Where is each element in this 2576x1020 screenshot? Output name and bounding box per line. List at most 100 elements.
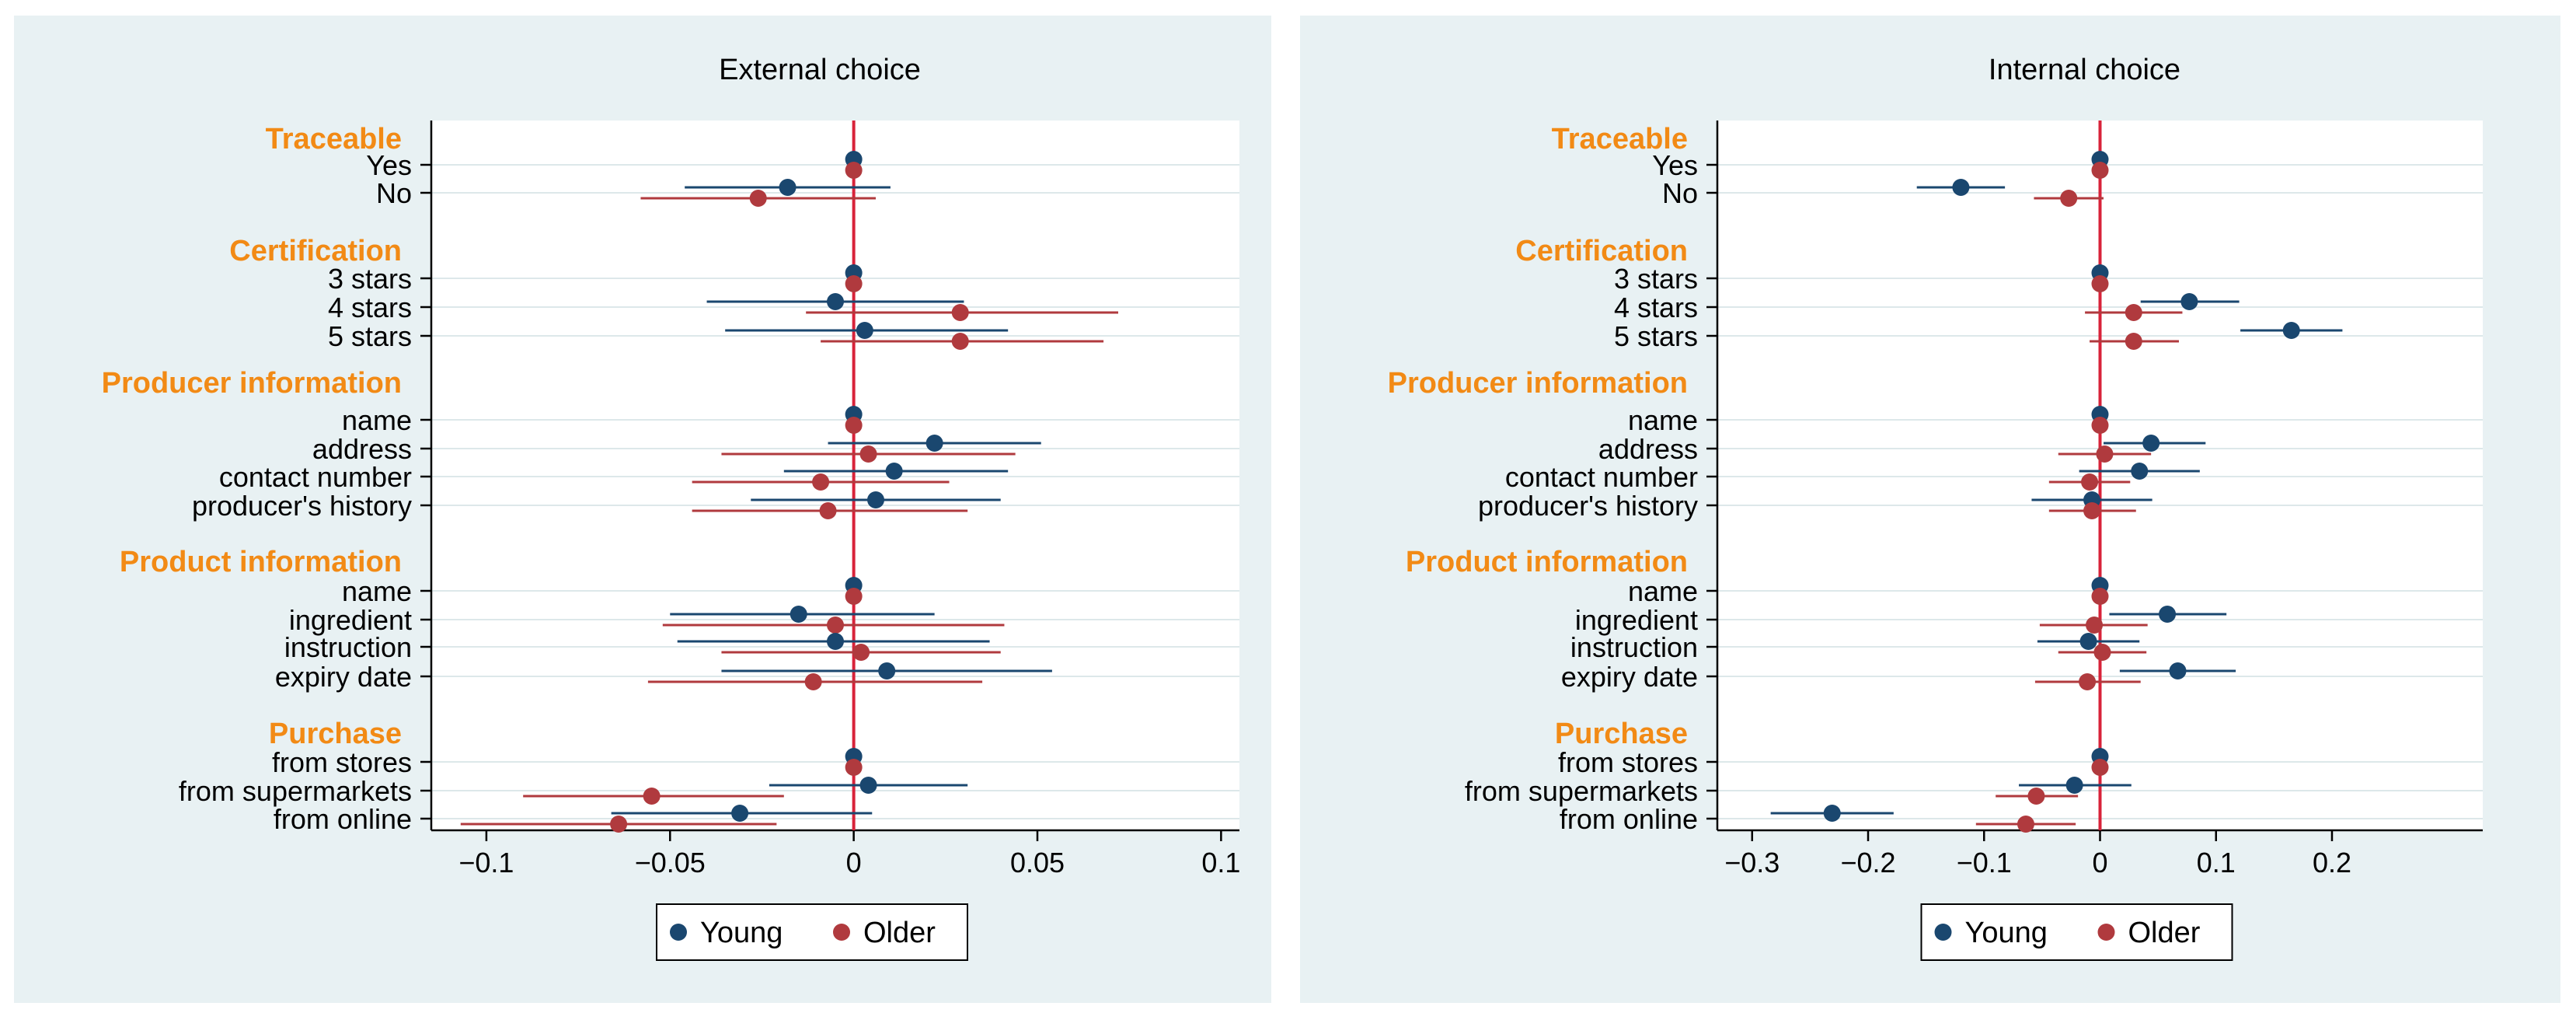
older-point xyxy=(610,816,628,833)
young-point xyxy=(859,777,877,794)
young-point xyxy=(827,293,844,310)
young-point xyxy=(885,463,903,480)
group-header: Producer information xyxy=(102,367,402,400)
legend-young-label: Young xyxy=(700,917,783,949)
row-label: instruction xyxy=(1570,631,1698,663)
chart-panel-2: Internal choice −0.3 −0.2 −0.1 0 0.1 0.2 Tracea… xyxy=(1300,16,2560,1003)
row-label: from online xyxy=(274,803,412,835)
legend-older-marker xyxy=(2097,924,2115,941)
row-label: instruction xyxy=(284,631,412,663)
row-label: from online xyxy=(1560,803,1698,835)
row-label: 4 stars xyxy=(1614,292,1698,323)
row-label: Yes xyxy=(1652,149,1698,181)
young-point xyxy=(878,662,896,679)
older-point xyxy=(845,588,863,605)
older-point xyxy=(2091,275,2109,292)
x-tick-label: −0.1 xyxy=(1957,847,2012,879)
x-tick-label: −0.1 xyxy=(458,847,514,879)
row-label: 3 stars xyxy=(1614,263,1698,295)
plot-area xyxy=(431,121,1239,830)
older-point xyxy=(2096,445,2114,463)
x-tick-label: 0.05 xyxy=(1010,847,1065,879)
x-tick-label: 0 xyxy=(2092,847,2107,879)
legend: Young Older xyxy=(656,903,968,961)
row-label: producer's history xyxy=(1478,490,1698,522)
young-point xyxy=(731,805,749,822)
x-tick-label: −0.3 xyxy=(1724,847,1779,879)
older-point xyxy=(2091,759,2109,776)
legend-older-label: Older xyxy=(863,917,936,949)
x-tick-label: 0.2 xyxy=(2313,847,2351,879)
row-label: ingredient xyxy=(289,604,412,636)
older-point xyxy=(749,190,767,207)
older-point xyxy=(2017,816,2034,833)
older-point xyxy=(812,473,830,491)
row-label: contact number xyxy=(1505,461,1698,493)
older-point xyxy=(2091,417,2109,434)
young-point xyxy=(2079,633,2097,650)
row-label: name xyxy=(1628,404,1698,436)
older-point xyxy=(2060,190,2078,207)
x-tick-label: 0.1 xyxy=(1201,847,1240,879)
young-point xyxy=(2169,662,2187,679)
older-point xyxy=(2125,304,2142,321)
group-header: Certification xyxy=(229,235,402,267)
legend-box xyxy=(1920,903,2233,961)
young-point xyxy=(856,322,873,339)
older-point xyxy=(643,788,661,805)
young-point xyxy=(2282,322,2300,339)
young-point xyxy=(2142,435,2160,452)
legend-young-marker xyxy=(1934,924,1952,941)
young-point xyxy=(2180,293,2198,310)
x-tick-label: −0.2 xyxy=(1840,847,1895,879)
older-point xyxy=(804,673,822,690)
legend-young-marker xyxy=(670,924,687,941)
young-point xyxy=(790,606,807,623)
legend-older-marker xyxy=(833,924,850,941)
row-label: name xyxy=(1628,575,1698,607)
older-point xyxy=(845,162,863,179)
older-point xyxy=(845,417,863,434)
row-label: Yes xyxy=(366,149,412,181)
older-point xyxy=(2079,673,2097,690)
row-label: ingredient xyxy=(1575,604,1698,636)
x-tick-label: 0 xyxy=(846,847,862,879)
older-point xyxy=(2125,333,2142,350)
older-point xyxy=(827,617,844,634)
young-point xyxy=(779,179,797,196)
row-label: name xyxy=(342,575,412,607)
older-point xyxy=(2086,617,2104,634)
young-point xyxy=(2159,606,2177,623)
chart-title: External choice xyxy=(719,54,921,86)
young-point xyxy=(2131,463,2149,480)
young-point xyxy=(827,633,844,650)
row-label: address xyxy=(1598,433,1698,465)
row-label: 4 stars xyxy=(328,292,412,323)
row-label: from stores xyxy=(1558,746,1698,778)
older-point xyxy=(951,304,969,321)
older-point xyxy=(951,333,969,350)
chart-title: Internal choice xyxy=(1989,54,2180,86)
older-point xyxy=(819,502,837,519)
row-label: from supermarkets xyxy=(179,775,412,807)
young-point xyxy=(2065,777,2083,794)
x-tick-label: −0.05 xyxy=(635,847,706,879)
row-label: from stores xyxy=(272,746,412,778)
legend-older-label: Older xyxy=(2128,917,2201,949)
row-label: name xyxy=(342,404,412,436)
legend: Young Older xyxy=(1920,903,2233,961)
young-point xyxy=(1952,179,1970,196)
row-label: expiry date xyxy=(275,661,412,693)
chart-panel-1: External choice −0.1 −0.05 0 0.05 0.1 Traceabl… xyxy=(14,16,1271,1003)
legend-box xyxy=(656,903,968,961)
row-label: contact number xyxy=(219,461,412,493)
older-point xyxy=(852,644,870,661)
group-header: Purchase xyxy=(1555,718,1688,750)
row-label: No xyxy=(376,177,412,209)
group-header: Purchase xyxy=(269,718,402,750)
older-point xyxy=(2091,588,2109,605)
older-point xyxy=(845,759,863,776)
group-header: Traceable xyxy=(1552,123,1688,155)
older-point xyxy=(2027,788,2045,805)
